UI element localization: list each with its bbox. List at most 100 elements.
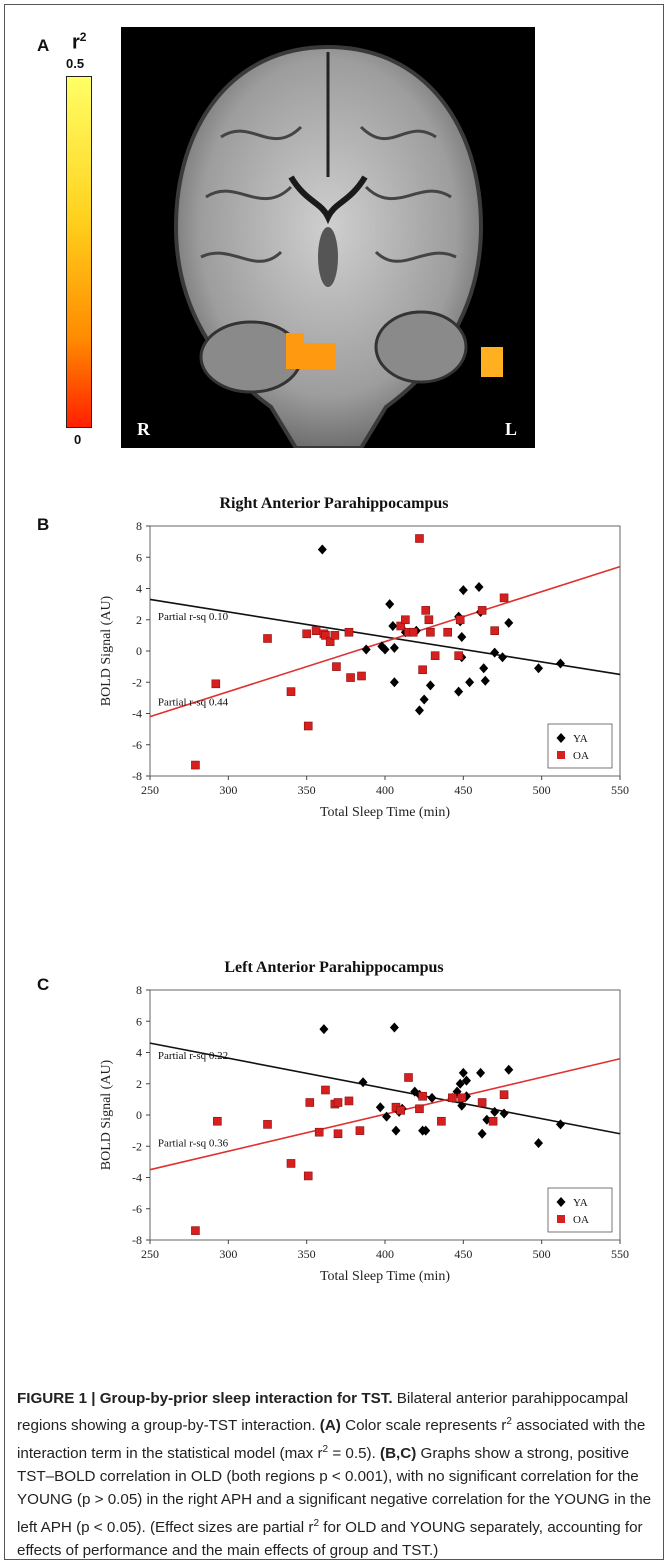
point-ya bbox=[414, 705, 424, 716]
point-ya bbox=[382, 1111, 392, 1122]
y-tick-label: 0 bbox=[136, 644, 142, 658]
point-ya bbox=[358, 1077, 368, 1088]
point-oa bbox=[443, 627, 452, 637]
y-tick-label: 2 bbox=[136, 1077, 142, 1091]
point-ya bbox=[465, 677, 475, 688]
caption-a-label: (A) bbox=[319, 1417, 341, 1435]
point-oa bbox=[396, 1106, 405, 1115]
y-tick-label: 6 bbox=[136, 1014, 142, 1028]
x-tick-label: 300 bbox=[219, 783, 237, 797]
panel-letter-a: A bbox=[37, 36, 50, 55]
colorbar-max-label: 0.5 bbox=[66, 56, 85, 71]
point-ya bbox=[555, 1119, 565, 1130]
caption-figure-label: FIGURE 1 | Group-by-prior sleep interact… bbox=[17, 1390, 393, 1407]
x-tick-label: 500 bbox=[533, 1247, 551, 1261]
y-tick-label: -6 bbox=[132, 1202, 142, 1216]
x-tick-label: 550 bbox=[611, 783, 629, 797]
y-tick-label: -2 bbox=[132, 1139, 142, 1153]
x-tick-label: 550 bbox=[611, 1247, 629, 1261]
x-tick-label: 500 bbox=[533, 783, 551, 797]
y-tick-label: -4 bbox=[132, 707, 142, 721]
fit-annotation-1: Partial r-sq 0.36 bbox=[158, 1137, 229, 1149]
brain-mri-image: R L bbox=[121, 27, 535, 448]
y-tick-label: 4 bbox=[136, 582, 142, 596]
legend-label-ya: YA bbox=[573, 1197, 588, 1209]
legend-label-oa: OA bbox=[573, 750, 589, 762]
figure-frame bbox=[4, 4, 664, 1560]
point-ya bbox=[319, 1024, 329, 1035]
y-tick-label: -8 bbox=[132, 1233, 142, 1247]
point-oa bbox=[408, 627, 418, 637]
point-oa bbox=[344, 627, 354, 637]
x-tick-label: 350 bbox=[298, 783, 316, 797]
point-oa bbox=[499, 1090, 509, 1099]
point-ya bbox=[458, 585, 468, 596]
point-ya bbox=[504, 617, 514, 628]
chart-b-scatter: 250 300 350 400 450 500 550 -8 -6 -4 -2 0 2 4 6 8 Total … bbox=[99, 519, 629, 820]
point-oa bbox=[418, 1091, 427, 1101]
y-tick-label: 8 bbox=[136, 983, 142, 997]
point-oa bbox=[426, 627, 435, 637]
chart-b-title: Right Anterior Parahippocampus bbox=[219, 495, 449, 512]
point-ya bbox=[455, 1078, 465, 1089]
point-ya bbox=[421, 1125, 431, 1136]
point-oa bbox=[303, 721, 313, 731]
point-oa bbox=[415, 534, 424, 543]
point-oa bbox=[457, 1093, 467, 1103]
caption-intro: Bilateral anterior parahippocampal regio… bbox=[17, 1390, 629, 1435]
point-ya bbox=[388, 621, 398, 631]
point-ya bbox=[389, 677, 399, 688]
point-oa bbox=[302, 629, 311, 639]
right-aph-activation bbox=[286, 343, 336, 369]
y-tick-label: -8 bbox=[132, 769, 142, 783]
brain-mri-drawing: R L bbox=[137, 44, 517, 448]
point-ya bbox=[375, 1102, 385, 1113]
point-ya bbox=[419, 694, 429, 705]
point-oa bbox=[191, 760, 200, 770]
point-ya bbox=[480, 675, 490, 686]
point-ya bbox=[389, 1022, 399, 1033]
x-tick-label: 300 bbox=[219, 1247, 237, 1261]
point-oa bbox=[321, 631, 330, 640]
x-tick-label: 400 bbox=[376, 1247, 394, 1261]
point-ya bbox=[457, 631, 467, 642]
point-oa bbox=[355, 1126, 365, 1135]
point-oa bbox=[424, 615, 434, 625]
point-oa bbox=[477, 1098, 487, 1107]
fit-annotation-1: Partial r-sq 0.44 bbox=[158, 697, 229, 709]
point-oa bbox=[448, 1093, 457, 1103]
point-oa bbox=[488, 1116, 498, 1126]
point-oa bbox=[263, 634, 272, 643]
legend-label-ya: YA bbox=[573, 733, 588, 745]
left-aph-activation bbox=[481, 347, 503, 377]
caption-bc-label: (B,C) bbox=[380, 1444, 417, 1462]
orientation-left-label: L bbox=[505, 419, 517, 439]
y-tick-label: 8 bbox=[136, 519, 142, 533]
y-tick-label: 2 bbox=[136, 613, 142, 627]
x-tick-label: 450 bbox=[454, 783, 472, 797]
point-ya bbox=[476, 1067, 486, 1078]
point-oa bbox=[191, 1226, 200, 1235]
legend-box bbox=[547, 723, 613, 769]
orientation-right-label: R bbox=[137, 419, 151, 439]
point-oa bbox=[396, 621, 405, 631]
point-oa bbox=[421, 606, 431, 615]
point-oa bbox=[490, 626, 499, 635]
colorbar bbox=[66, 76, 92, 428]
fit-line-ya bbox=[149, 598, 621, 676]
point-oa bbox=[213, 1116, 222, 1126]
point-ya bbox=[380, 644, 390, 655]
legend-marker-ya bbox=[556, 733, 566, 743]
legend-marker-oa bbox=[557, 1215, 565, 1223]
point-ya bbox=[389, 642, 399, 653]
x-tick-label: 250 bbox=[141, 1247, 159, 1261]
y-tick-label: 4 bbox=[136, 1046, 142, 1060]
point-ya bbox=[504, 1064, 514, 1075]
legend-box bbox=[547, 1187, 613, 1233]
point-oa bbox=[404, 1073, 413, 1082]
point-oa bbox=[455, 615, 465, 625]
point-oa bbox=[401, 615, 410, 625]
point-ya bbox=[534, 1138, 544, 1149]
point-oa bbox=[333, 1129, 343, 1139]
fit-line-oa bbox=[149, 565, 621, 718]
